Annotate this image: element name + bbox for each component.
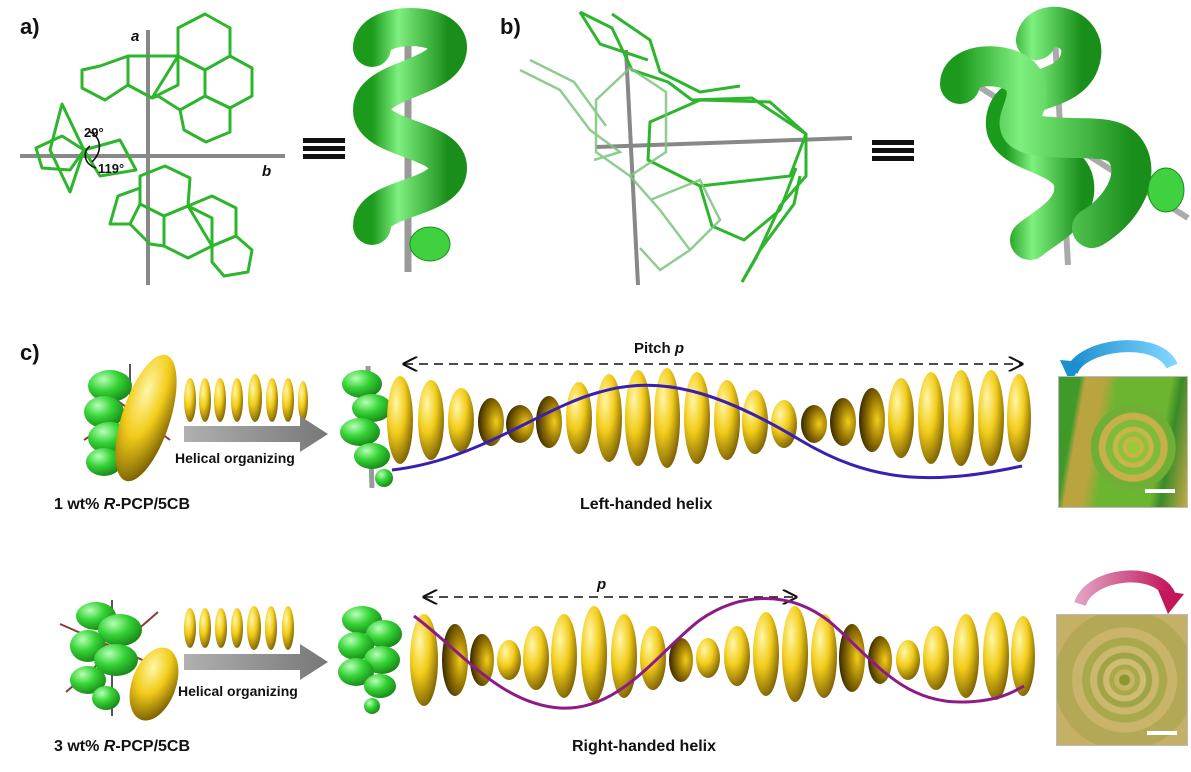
helix-wave-right — [413, 597, 1025, 710]
process-arrow-bottom — [184, 644, 328, 680]
panel-c-bottom — [59, 570, 1184, 721]
pom-micrograph-bottom — [1056, 614, 1188, 746]
angle-label-29: 29° — [84, 125, 104, 140]
helix-tube-a — [352, 8, 468, 272]
helix-mesogens-bottom — [410, 606, 1035, 706]
process-arrow-top — [184, 416, 328, 452]
panel-b-molecular-structure — [519, 10, 853, 286]
helix-wave-left — [391, 383, 1023, 480]
axis-label-b: b — [262, 163, 272, 180]
panel-label-c: c) — [20, 340, 40, 365]
panel-label-a: a) — [20, 14, 40, 39]
equivalence-symbol-a — [303, 138, 345, 159]
sample-label-bottom: 3 wt% R-PCP/5CB — [54, 738, 191, 755]
process-label-top: Helical organizing — [175, 450, 295, 466]
scale-bar-top — [1145, 489, 1175, 493]
rotation-arrow-counterclockwise — [1066, 340, 1178, 375]
axis-label-a: a — [131, 28, 140, 45]
pom-micrograph-top — [1058, 376, 1188, 508]
pitch-label-top: Pitch p — [634, 340, 685, 357]
mesogen-large — [115, 354, 177, 482]
mesogen-row-bottom — [184, 606, 294, 650]
rotation-arrow-clockwise — [1074, 570, 1176, 607]
panel-label-b: b) — [500, 14, 521, 39]
angle-label-119: 119° — [98, 161, 125, 176]
scale-bar-bottom — [1147, 731, 1177, 735]
helix-mesogens-top — [387, 368, 1031, 468]
helix-tube-b — [940, 6, 1190, 266]
helix-label-right-handed: Right-handed helix — [572, 738, 716, 755]
mesogen-row-top — [184, 374, 308, 422]
molecule-skeleton-a — [34, 12, 254, 278]
angle-arc-119 — [84, 145, 97, 169]
sample-label-top: 1 wt% R-PCP/5CB — [54, 496, 191, 513]
panel-c-top — [83, 340, 1178, 489]
equivalence-symbol-b — [872, 140, 914, 161]
panel-a-crystal-structure — [20, 12, 285, 285]
pitch-label-bottom: p — [597, 576, 607, 593]
process-label-bottom: Helical organizing — [178, 683, 298, 699]
angle-arc-29 — [89, 131, 101, 163]
helix-label-left-handed: Left-handed helix — [580, 496, 713, 513]
